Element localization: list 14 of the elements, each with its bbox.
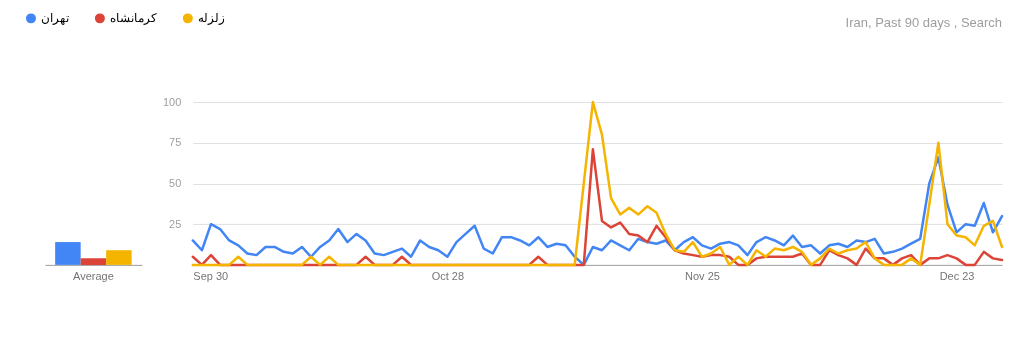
legend-label: کرمانشاه bbox=[109, 11, 157, 26]
x-tick-label: Sep 30 bbox=[193, 270, 229, 283]
y-tick-label: 75 bbox=[169, 136, 182, 149]
x-tick-label: Nov 25 bbox=[685, 270, 720, 283]
y-tick-label: 25 bbox=[169, 217, 182, 230]
text: Iran, Past 90 days , Search bbox=[845, 15, 1003, 31]
legend-label: زلزله bbox=[197, 11, 225, 26]
x-tick-label: Oct 28 bbox=[431, 270, 465, 283]
x-tick-label: Average bbox=[73, 270, 114, 283]
line-series bbox=[191, 100, 1004, 267]
legend-label: تهران bbox=[40, 11, 69, 26]
x-tick-label: Dec 23 bbox=[939, 270, 975, 283]
y-tick-label: 100 bbox=[163, 95, 182, 108]
y-tick-label: 50 bbox=[169, 176, 182, 189]
